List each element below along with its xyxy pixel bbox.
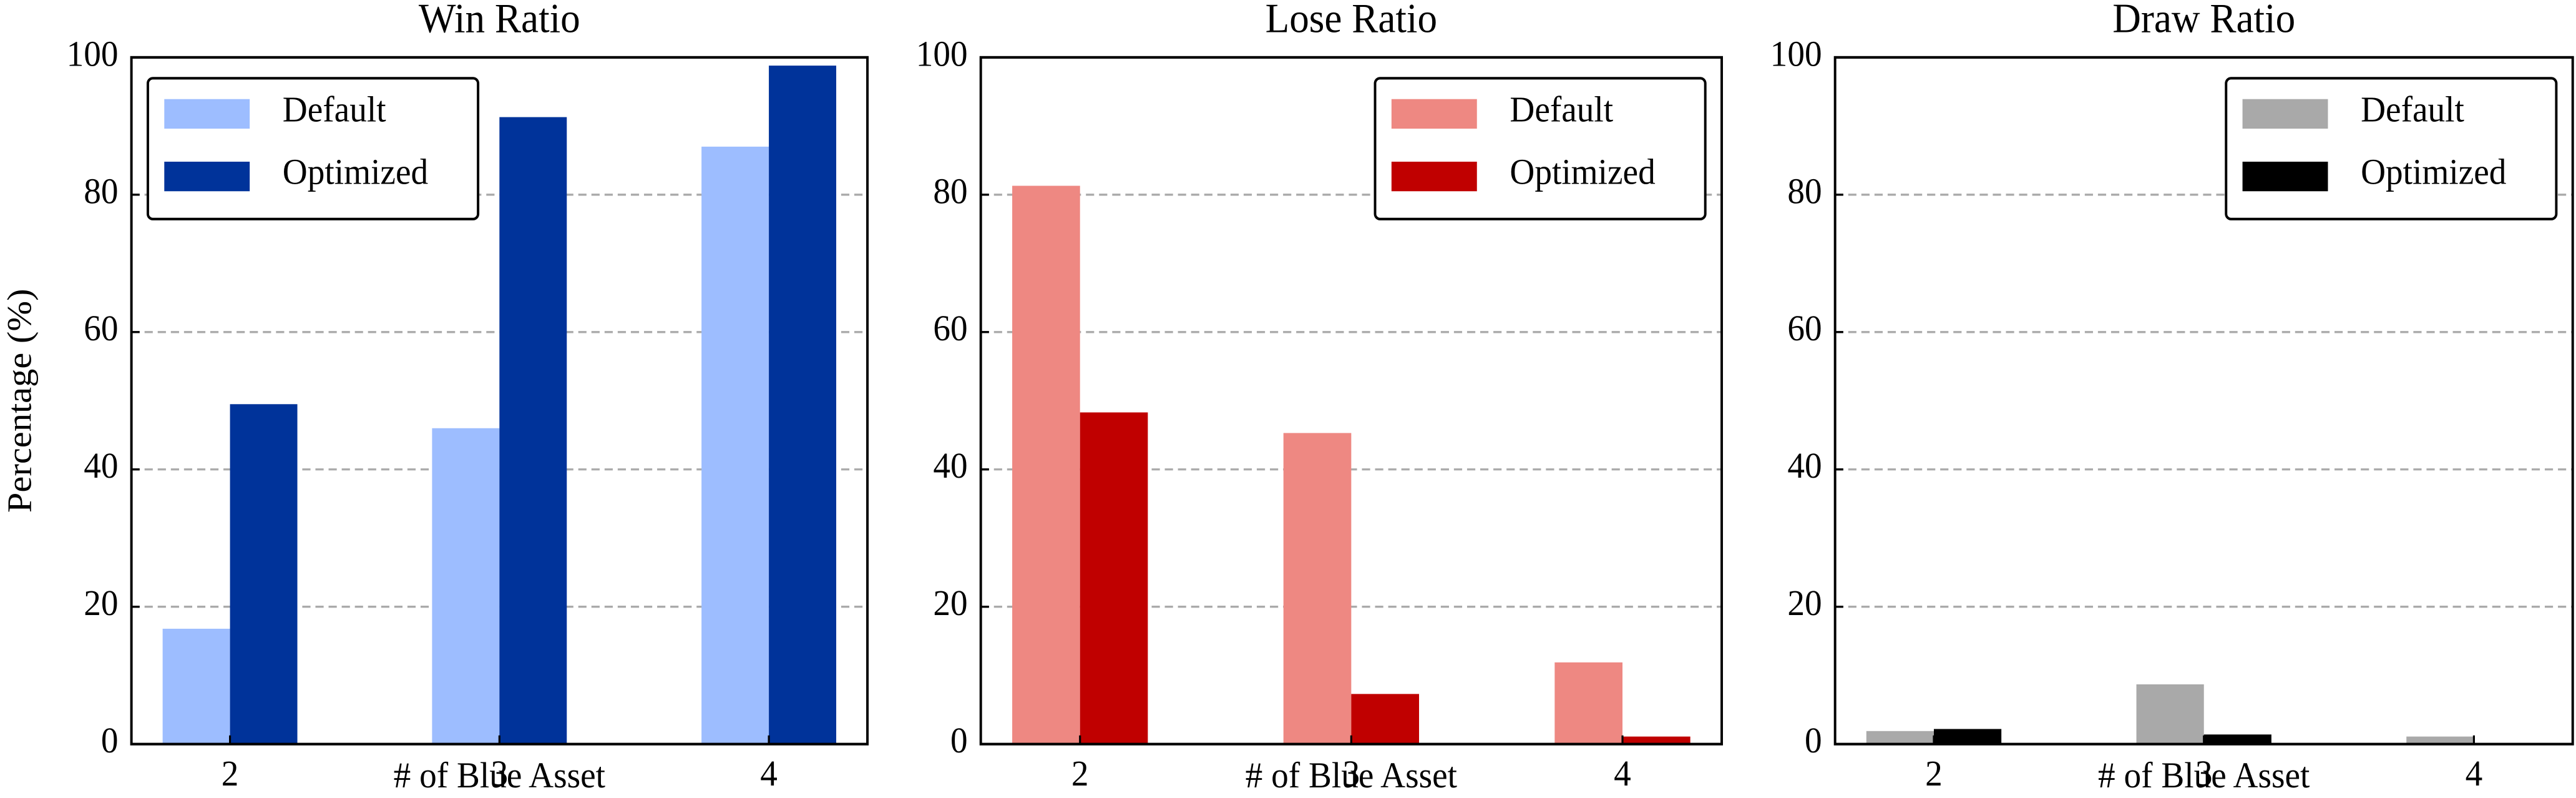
bar [769, 66, 837, 744]
chart-title: Win Ratio [419, 0, 580, 42]
bar [701, 146, 769, 744]
y-tick-label: 100 [67, 34, 119, 74]
legend-swatch [1391, 99, 1477, 129]
legend-label: Default [283, 89, 386, 130]
legend-swatch [164, 161, 250, 192]
y-tick-label: 80 [1787, 171, 1822, 212]
x-axis-label: # of Blue Asset [1246, 755, 1458, 796]
y-tick-label: 40 [84, 446, 118, 486]
y-tick-label: 60 [933, 308, 967, 349]
y-tick-label: 60 [1787, 308, 1822, 349]
x-tick-label: 2 [222, 754, 239, 794]
y-tick-label: 40 [1787, 446, 1822, 486]
bar [230, 404, 298, 744]
bar [2136, 684, 2204, 744]
y-tick-label: 20 [1787, 583, 1822, 624]
bar [1622, 736, 1690, 744]
legend: Default Optimized [1373, 77, 1707, 220]
chart-title: Draw Ratio [2112, 0, 2295, 42]
legend-swatch [2242, 161, 2328, 192]
bar [1866, 731, 1934, 744]
x-tick-label: 3 [491, 754, 509, 794]
y-tick-label: 80 [933, 171, 967, 212]
y-tick-label: 20 [84, 583, 118, 624]
y-tick-label: 20 [933, 583, 967, 624]
legend-label: Optimized [283, 152, 428, 192]
legend-swatch [1391, 161, 1477, 192]
legend-swatch [2242, 99, 2328, 129]
x-tick-label: 2 [1925, 754, 1943, 794]
y-tick-label: 100 [1770, 34, 1822, 74]
y-tick-label: 0 [101, 721, 119, 761]
bar [1933, 729, 2002, 744]
x-tick-label: 3 [1343, 754, 1360, 794]
x-axis-label: # of Blue Asset [394, 755, 606, 796]
bar [1554, 662, 1623, 744]
legend-label: Default [1510, 89, 1613, 130]
bar [432, 428, 500, 744]
chart-title: Lose Ratio [1266, 0, 1437, 42]
y-axis-label: Percentage (%) [1, 288, 39, 513]
x-tick-label: 4 [1614, 754, 1631, 794]
bar [1080, 412, 1148, 744]
y-tick-label: 60 [84, 308, 118, 349]
bar [499, 117, 567, 744]
legend-swatch [164, 99, 250, 129]
y-tick-label: 80 [84, 171, 118, 212]
y-tick-label: 100 [916, 34, 968, 74]
bar [162, 628, 230, 744]
legend: Default Optimized [2225, 77, 2558, 220]
legend-label: Optimized [2361, 152, 2506, 192]
bar [2203, 734, 2271, 744]
plot-frame [1833, 56, 2574, 746]
x-tick-label: 3 [2195, 754, 2213, 794]
bar [1012, 185, 1080, 744]
bar [2406, 736, 2474, 744]
plot-frame [130, 56, 869, 746]
y-tick-label: 0 [950, 721, 968, 761]
x-tick-label: 2 [1071, 754, 1089, 794]
bar [1351, 694, 1420, 744]
legend-label: Default [2361, 89, 2464, 130]
legend: Default Optimized [146, 77, 480, 220]
plot-frame [979, 56, 1723, 746]
legend-label: Optimized [1510, 152, 1655, 192]
x-tick-label: 4 [2466, 754, 2483, 794]
y-tick-label: 0 [1805, 721, 1822, 761]
y-tick-label: 40 [933, 446, 967, 486]
x-tick-label: 4 [760, 754, 778, 794]
x-axis-label: # of Blue Asset [2098, 755, 2310, 796]
bar [1283, 433, 1352, 744]
